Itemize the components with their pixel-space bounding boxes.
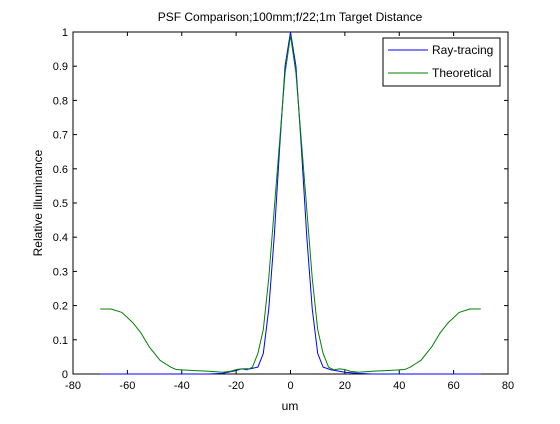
x-tick-label: 0 xyxy=(287,380,293,392)
y-tick-label: 0.3 xyxy=(53,266,68,278)
y-tick-label: 0.9 xyxy=(53,61,68,73)
series-line-ray-tracing xyxy=(100,31,481,375)
y-axis-label: Relative illuminance xyxy=(31,149,45,256)
legend-label-theoretical: Theoretical xyxy=(432,66,491,80)
chart-title: PSF Comparison;100mm;f/22;1m Target Dist… xyxy=(158,10,423,24)
y-tick-label: 1 xyxy=(62,27,68,39)
x-tick-label: -60 xyxy=(119,380,135,392)
legend: Ray-tracing Theoretical xyxy=(382,37,501,87)
y-tick-label: 0.2 xyxy=(53,301,68,313)
x-tick-label: -80 xyxy=(65,380,81,392)
x-axis-ticks: -80 -60 -40 -20 0 20 40 60 80 xyxy=(65,32,514,392)
y-tick-label: 0.7 xyxy=(53,130,68,142)
plot-area xyxy=(72,31,509,375)
x-tick-label: -20 xyxy=(228,380,244,392)
legend-box xyxy=(382,37,501,87)
series-layer xyxy=(100,31,481,375)
series-line-theoretical xyxy=(100,34,481,373)
y-axis-ticks: 0 0.1 0.2 0.3 0.4 0.5 0.6 0.7 0.8 0.9 1 xyxy=(53,27,508,381)
y-tick-label: 0.6 xyxy=(53,164,68,176)
x-tick-label: 60 xyxy=(448,380,460,392)
x-tick-label: -40 xyxy=(174,380,190,392)
x-tick-label: 40 xyxy=(393,380,405,392)
legend-label-ray-tracing: Ray-tracing xyxy=(432,43,493,57)
y-tick-label: 0.1 xyxy=(53,335,68,347)
x-axis-label: um xyxy=(282,399,299,413)
y-tick-label: 0.8 xyxy=(53,95,68,107)
y-tick-label: 0 xyxy=(62,369,68,381)
y-tick-label: 0.4 xyxy=(53,232,68,244)
x-tick-label: 20 xyxy=(339,380,351,392)
y-tick-label: 0.5 xyxy=(53,198,68,210)
x-tick-label: 80 xyxy=(502,380,514,392)
